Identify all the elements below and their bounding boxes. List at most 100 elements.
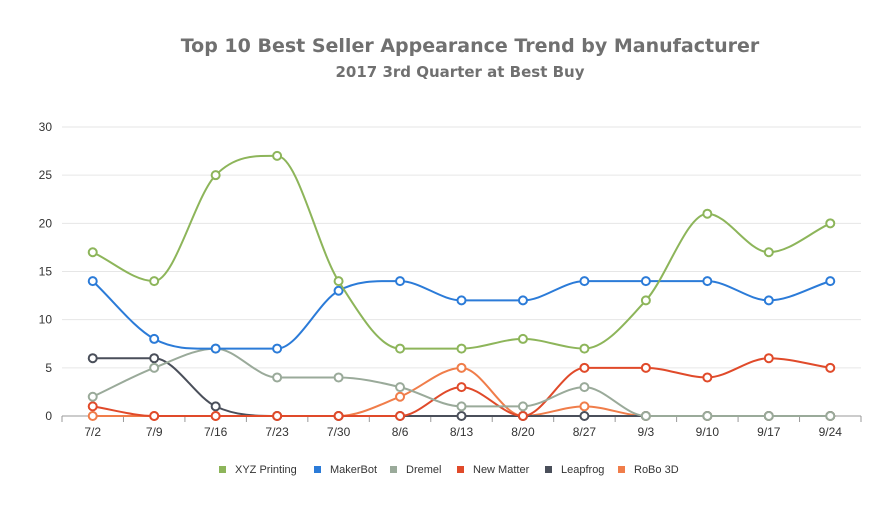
series-makerbot bbox=[87, 276, 836, 354]
legend-item[interactable]: New Matter bbox=[457, 464, 530, 476]
data-point[interactable] bbox=[763, 353, 774, 364]
x-tick-label: 7/23 bbox=[265, 425, 289, 439]
data-point[interactable] bbox=[333, 276, 344, 287]
data-point[interactable] bbox=[579, 401, 590, 412]
data-point[interactable] bbox=[517, 295, 528, 306]
data-point[interactable] bbox=[517, 333, 528, 344]
data-point[interactable] bbox=[640, 362, 651, 373]
data-point[interactable] bbox=[210, 170, 221, 181]
data-point[interactable] bbox=[333, 411, 344, 421]
x-tick-label: 8/6 bbox=[392, 425, 409, 439]
data-point[interactable] bbox=[395, 343, 406, 354]
x-axis: 7/2 7/9 7/16 7/23 7/30 8/6 8/13 8/20 8/27 9/3 9/10… bbox=[61, 416, 862, 439]
chart-title: Top 10 Best Seller Appearance Trend by M… bbox=[181, 35, 760, 57]
data-point[interactable] bbox=[395, 276, 406, 287]
y-tick-label: 15 bbox=[39, 265, 53, 279]
data-point[interactable] bbox=[825, 411, 836, 421]
x-tick-label: 7/30 bbox=[327, 425, 351, 439]
data-point[interactable] bbox=[149, 411, 160, 421]
data-point[interactable] bbox=[579, 362, 590, 373]
data-point[interactable] bbox=[210, 343, 221, 354]
legend-label: Leapfrog bbox=[561, 464, 604, 476]
legend-item[interactable]: Dremel bbox=[390, 464, 441, 476]
data-point[interactable] bbox=[149, 362, 160, 373]
data-point[interactable] bbox=[272, 372, 283, 383]
data-point[interactable] bbox=[456, 362, 467, 373]
data-point[interactable] bbox=[272, 150, 283, 161]
data-point[interactable] bbox=[579, 276, 590, 287]
x-tick-label: 8/13 bbox=[450, 425, 474, 439]
data-point[interactable] bbox=[702, 208, 713, 219]
data-point[interactable] bbox=[702, 372, 713, 383]
legend-item[interactable]: RoBo 3D bbox=[618, 464, 679, 476]
legend-swatch bbox=[390, 466, 397, 473]
data-point[interactable] bbox=[395, 382, 406, 393]
data-point[interactable] bbox=[149, 333, 160, 344]
data-point[interactable] bbox=[702, 411, 713, 421]
data-point[interactable] bbox=[640, 276, 651, 287]
data-point[interactable] bbox=[579, 411, 590, 421]
data-point[interactable] bbox=[763, 411, 774, 421]
series-group bbox=[87, 150, 836, 421]
data-point[interactable] bbox=[456, 401, 467, 412]
data-point[interactable] bbox=[272, 343, 283, 354]
x-tick-label: 8/20 bbox=[511, 425, 535, 439]
legend-swatch bbox=[618, 466, 625, 473]
data-point[interactable] bbox=[87, 276, 98, 287]
data-point[interactable] bbox=[87, 401, 98, 412]
data-point[interactable] bbox=[640, 295, 651, 306]
data-point[interactable] bbox=[395, 391, 406, 402]
data-point[interactable] bbox=[395, 411, 406, 421]
data-point[interactable] bbox=[333, 372, 344, 383]
data-point[interactable] bbox=[579, 343, 590, 354]
data-point[interactable] bbox=[87, 247, 98, 258]
x-tick-label: 7/16 bbox=[204, 425, 228, 439]
data-point[interactable] bbox=[210, 411, 221, 421]
y-tick-label: 30 bbox=[39, 120, 53, 134]
legend-swatch bbox=[457, 466, 464, 473]
data-point[interactable] bbox=[87, 353, 98, 364]
legend-label: RoBo 3D bbox=[634, 464, 679, 476]
data-point[interactable] bbox=[517, 401, 528, 412]
y-axis: 0 5 10 15 20 25 30 bbox=[39, 120, 53, 423]
data-point[interactable] bbox=[702, 276, 713, 287]
data-point[interactable] bbox=[333, 285, 344, 296]
x-tick-label: 7/9 bbox=[146, 425, 163, 439]
data-point[interactable] bbox=[825, 362, 836, 373]
legend-item[interactable]: Leapfrog bbox=[545, 464, 604, 476]
data-point[interactable] bbox=[272, 411, 283, 421]
legend: XYZ Printing MakerBot Dremel New Matter Leap… bbox=[219, 464, 679, 476]
data-point[interactable] bbox=[825, 276, 836, 287]
y-tick-label: 20 bbox=[39, 216, 53, 230]
legend-label: New Matter bbox=[473, 464, 530, 476]
data-point[interactable] bbox=[149, 353, 160, 364]
data-point[interactable] bbox=[149, 276, 160, 287]
data-point[interactable] bbox=[456, 411, 467, 421]
data-point[interactable] bbox=[517, 411, 528, 421]
data-point[interactable] bbox=[456, 295, 467, 306]
data-point[interactable] bbox=[763, 295, 774, 306]
data-point[interactable] bbox=[825, 218, 836, 229]
legend-swatch bbox=[219, 466, 226, 473]
x-tick-label: 9/17 bbox=[757, 425, 781, 439]
x-tick-label: 8/27 bbox=[573, 425, 597, 439]
data-point[interactable] bbox=[87, 411, 98, 421]
data-point[interactable] bbox=[456, 382, 467, 393]
data-point[interactable] bbox=[87, 391, 98, 402]
legend-label: MakerBot bbox=[330, 464, 377, 476]
legend-swatch bbox=[314, 466, 321, 473]
data-point[interactable] bbox=[210, 401, 221, 412]
y-tick-label: 25 bbox=[39, 168, 53, 182]
x-tick-label: 7/2 bbox=[84, 425, 101, 439]
chart-subtitle: 2017 3rd Quarter at Best Buy bbox=[335, 63, 584, 81]
data-point[interactable] bbox=[763, 247, 774, 258]
series-xyz-printing bbox=[87, 150, 836, 354]
data-point[interactable] bbox=[640, 411, 651, 421]
legend-item[interactable]: XYZ Printing bbox=[219, 464, 297, 476]
data-point[interactable] bbox=[456, 343, 467, 354]
data-point[interactable] bbox=[579, 382, 590, 393]
legend-item[interactable]: MakerBot bbox=[314, 464, 377, 476]
x-tick-label: 9/3 bbox=[638, 425, 655, 439]
series-line bbox=[92, 280, 831, 350]
